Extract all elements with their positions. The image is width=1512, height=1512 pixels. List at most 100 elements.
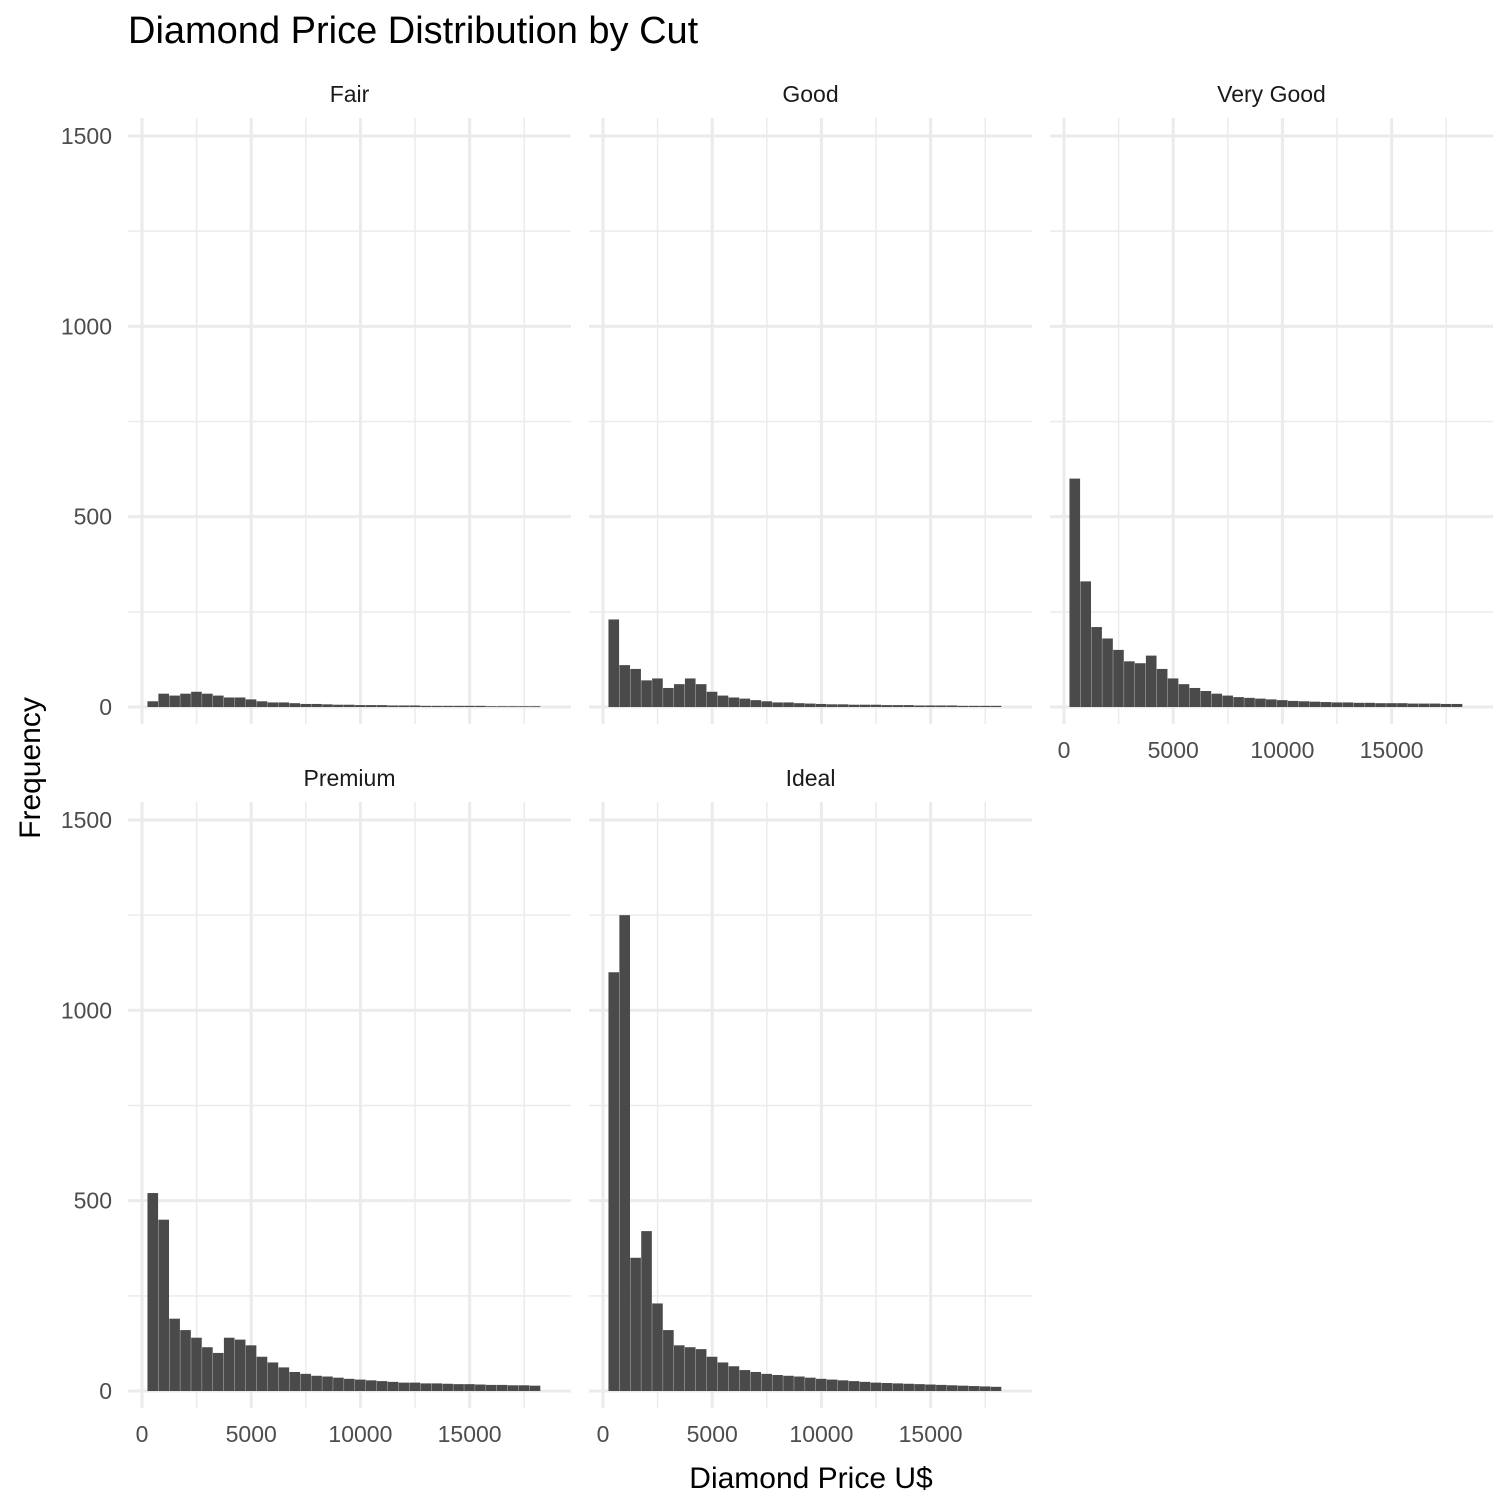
x-tick-label: 0 — [136, 1421, 149, 1447]
y-tick-label: 1500 — [61, 807, 112, 833]
histogram-bar — [158, 1219, 170, 1391]
facet-strip-label: Very Good — [1217, 81, 1326, 107]
histogram-bar — [914, 705, 925, 707]
histogram-bar — [212, 1352, 224, 1391]
facet-strip-label: Premium — [303, 765, 395, 791]
x-tick-label: 0 — [1058, 737, 1071, 763]
histogram-bar — [289, 703, 301, 707]
histogram-bar — [673, 1345, 685, 1391]
histogram-bar — [1255, 698, 1266, 707]
histogram-bar — [1080, 581, 1092, 707]
histogram-bar — [322, 1376, 333, 1391]
histogram-bar — [1342, 702, 1354, 707]
histogram-bar — [365, 705, 377, 707]
histogram-bar — [1397, 703, 1408, 707]
x-tick-label: 15000 — [1360, 737, 1424, 763]
histogram-bar — [1364, 702, 1375, 707]
histogram-bar — [1113, 649, 1124, 707]
histogram-bar — [870, 704, 882, 707]
histogram-bar — [815, 1378, 827, 1391]
x-tick-label: 10000 — [789, 1421, 853, 1447]
histogram-bar — [518, 1385, 530, 1391]
histogram-bar — [420, 1383, 432, 1391]
x-tick-label: 15000 — [438, 1421, 502, 1447]
histogram-bar — [728, 697, 740, 707]
histogram-bar — [1145, 655, 1157, 707]
histogram-bar — [630, 1257, 641, 1391]
histogram-bar — [848, 1381, 860, 1391]
histogram-bar — [431, 1383, 443, 1391]
histogram-bar — [256, 701, 268, 707]
histogram-bar — [202, 693, 213, 707]
histogram-bar — [354, 1379, 366, 1391]
histogram-bar — [387, 705, 399, 707]
x-tick-label: 5000 — [1148, 737, 1199, 763]
histogram-bar — [223, 697, 235, 707]
y-tick-label: 500 — [74, 1188, 112, 1214]
histogram-bar — [826, 704, 838, 707]
histogram-bar — [475, 705, 486, 707]
histogram-bar — [936, 705, 947, 707]
histogram-bar — [180, 693, 191, 707]
y-tick-label: 500 — [74, 504, 112, 530]
facet-panel: Good — [589, 81, 1032, 724]
histogram-bar — [507, 1385, 519, 1391]
histogram-bar — [223, 1337, 235, 1391]
histogram-bar — [496, 706, 508, 707]
x-tick-label: 15000 — [899, 1421, 963, 1447]
histogram-bar — [147, 1193, 159, 1391]
histogram-bar — [728, 1366, 740, 1391]
x-tick-label: 5000 — [687, 1421, 738, 1447]
x-tick-label: 0 — [597, 1421, 610, 1447]
histogram-bar — [180, 1330, 191, 1391]
histogram-bar — [245, 699, 257, 707]
histogram-bar — [409, 1382, 421, 1391]
histogram-bar — [234, 1339, 246, 1391]
histogram-bar — [333, 704, 344, 707]
histogram-bar — [794, 1376, 805, 1391]
histogram-bar — [826, 1379, 838, 1391]
histogram-bar — [529, 1385, 541, 1391]
histogram-bar — [212, 695, 224, 707]
x-axis-title: Diamond Price U$ — [689, 1462, 933, 1495]
histogram-bar — [518, 706, 530, 707]
histogram-bar — [761, 1373, 772, 1391]
histogram-bar — [464, 1384, 475, 1391]
histogram-bar — [1189, 687, 1201, 707]
histogram-bar — [881, 705, 893, 707]
histogram-bar — [772, 1375, 783, 1391]
histogram-bar — [1276, 700, 1288, 707]
y-tick-label: 1500 — [61, 123, 112, 149]
histogram-bar — [957, 1385, 969, 1391]
histogram-bar — [1331, 702, 1343, 707]
chart-title: Diamond Price Distribution by Cut — [128, 10, 699, 52]
histogram-bar — [794, 703, 805, 707]
histogram-bar — [1298, 701, 1310, 707]
histogram-bar — [903, 1383, 914, 1391]
facet-strip-label: Good — [782, 81, 838, 107]
histogram-bar — [1178, 684, 1190, 707]
histogram-bar — [761, 701, 772, 707]
histogram-bar — [695, 1349, 707, 1391]
histogram-bar — [398, 705, 410, 707]
histogram-bar — [608, 972, 620, 1391]
histogram-bar — [805, 703, 816, 707]
histogram-bar — [256, 1356, 268, 1391]
histogram-bar — [202, 1347, 213, 1391]
histogram-bar — [1451, 703, 1463, 707]
histogram-bar — [641, 680, 652, 707]
histogram-bar — [1408, 703, 1419, 707]
histogram-bar — [663, 687, 674, 707]
histogram-bar — [1156, 668, 1168, 707]
histogram-bar — [837, 704, 849, 707]
histogram-bar — [387, 1381, 399, 1391]
histogram-bar — [169, 1318, 180, 1391]
histogram-bar — [783, 1375, 794, 1391]
y-tick-label: 0 — [99, 1378, 112, 1404]
histogram-bar — [979, 705, 991, 707]
histogram-bar — [925, 1384, 936, 1391]
histogram-bar — [376, 1381, 388, 1391]
histogram-bar — [1124, 661, 1135, 707]
histogram-bar — [1440, 703, 1452, 707]
